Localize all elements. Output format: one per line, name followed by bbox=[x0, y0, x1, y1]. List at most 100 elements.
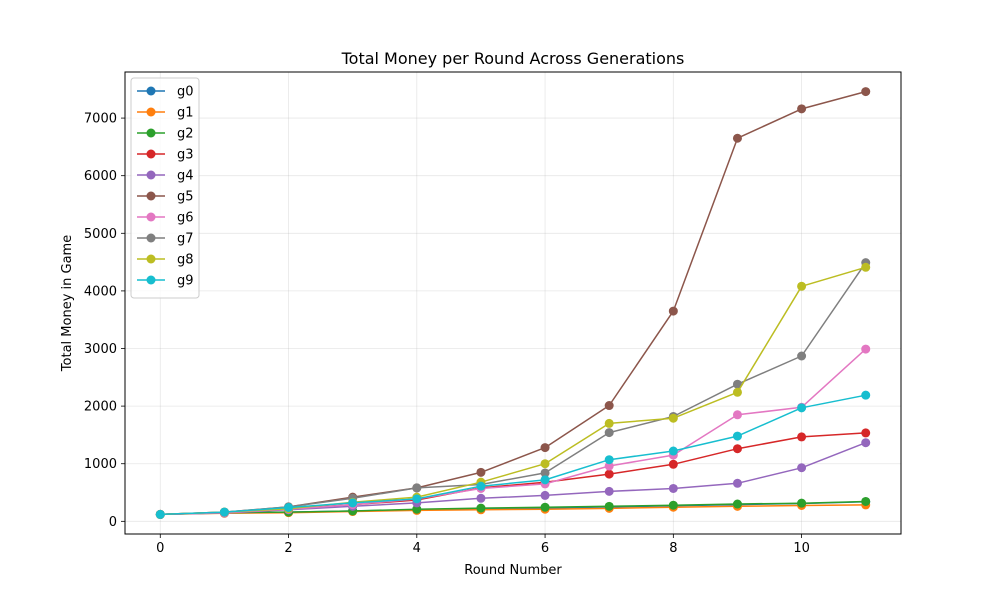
legend-label: g6 bbox=[177, 211, 194, 226]
y-tick-label: 1000 bbox=[84, 457, 117, 472]
data-point bbox=[668, 413, 678, 423]
legend-marker bbox=[146, 86, 156, 96]
data-point bbox=[797, 104, 807, 114]
x-tick-label: 10 bbox=[793, 541, 810, 556]
y-tick-label: 7000 bbox=[84, 112, 117, 127]
x-axis-ticks: 0 2 4 6 8 10 bbox=[156, 534, 810, 556]
data-point bbox=[412, 504, 422, 514]
y-tick-label: 2000 bbox=[84, 400, 117, 415]
legend: g0 g1 g2 g3 g4 g5 g6 g7 g8 g9 bbox=[130, 77, 200, 299]
data-point bbox=[797, 351, 807, 361]
data-point bbox=[604, 401, 614, 411]
series-line-g9 bbox=[160, 394, 866, 516]
data-point bbox=[476, 503, 486, 513]
x-tick-label: 4 bbox=[413, 541, 421, 556]
data-point bbox=[348, 498, 358, 508]
grid-lines bbox=[125, 72, 901, 534]
x-tick-label: 2 bbox=[284, 541, 292, 556]
data-point bbox=[732, 133, 742, 143]
legend-item-g0: g0 bbox=[137, 85, 194, 100]
series-layer bbox=[155, 87, 871, 519]
legend-marker bbox=[146, 191, 156, 201]
data-point bbox=[861, 262, 871, 272]
data-point bbox=[732, 410, 742, 420]
data-point bbox=[476, 481, 486, 491]
legend-item-g1: g1 bbox=[137, 106, 194, 121]
data-point bbox=[155, 509, 165, 519]
legend-label: g0 bbox=[177, 85, 194, 100]
data-point bbox=[861, 428, 871, 438]
data-point bbox=[668, 459, 678, 469]
legend-marker bbox=[146, 128, 156, 138]
data-point bbox=[668, 446, 678, 456]
legend-marker bbox=[146, 107, 156, 117]
data-point bbox=[732, 387, 742, 397]
data-point bbox=[412, 483, 422, 493]
data-point bbox=[604, 501, 614, 511]
data-point bbox=[604, 455, 614, 465]
data-point bbox=[797, 281, 807, 291]
data-point bbox=[668, 483, 678, 493]
data-point bbox=[540, 468, 550, 478]
legend-marker bbox=[146, 254, 156, 264]
legend-item-g6: g6 bbox=[137, 211, 194, 226]
data-point bbox=[732, 444, 742, 454]
data-point bbox=[540, 475, 550, 485]
legend-label: g1 bbox=[177, 106, 194, 121]
y-tick-label: 3000 bbox=[84, 342, 117, 357]
data-point bbox=[604, 461, 614, 471]
plot-background bbox=[125, 72, 901, 534]
legend-item-g3: g3 bbox=[137, 148, 194, 163]
legend-item-g8: g8 bbox=[137, 253, 194, 268]
series-line-g2 bbox=[160, 500, 866, 516]
data-point bbox=[732, 499, 742, 509]
legend-label: g3 bbox=[177, 148, 194, 163]
data-point bbox=[604, 428, 614, 438]
legend-marker bbox=[146, 233, 156, 243]
data-point bbox=[540, 459, 550, 469]
y-axis-label: Total Money in Game bbox=[60, 235, 75, 372]
y-tick-label: 5000 bbox=[84, 227, 117, 242]
chart-title: Total Money per Round Across Generations bbox=[341, 49, 685, 68]
data-point bbox=[861, 438, 871, 448]
data-point bbox=[604, 469, 614, 479]
data-point bbox=[668, 306, 678, 316]
legend-label: g7 bbox=[177, 232, 194, 247]
plot-frame bbox=[124, 71, 902, 535]
data-point bbox=[732, 431, 742, 441]
legend-item-g7: g7 bbox=[137, 232, 194, 247]
y-tick-label: 6000 bbox=[84, 169, 117, 184]
data-point bbox=[861, 344, 871, 354]
legend-item-g9: g9 bbox=[137, 274, 194, 289]
legend-marker bbox=[146, 275, 156, 285]
y-tick-label: 0 bbox=[109, 515, 117, 530]
x-tick-label: 0 bbox=[156, 541, 164, 556]
legend-item-g4: g4 bbox=[137, 169, 194, 184]
data-point bbox=[604, 418, 614, 428]
data-point bbox=[540, 502, 550, 512]
data-point bbox=[797, 498, 807, 508]
legend-marker bbox=[146, 170, 156, 180]
series-line-g8 bbox=[160, 266, 866, 516]
data-point bbox=[219, 507, 229, 517]
y-tick-label: 4000 bbox=[84, 284, 117, 299]
data-point bbox=[668, 500, 678, 510]
legend-marker bbox=[146, 212, 156, 222]
legend-label: g9 bbox=[177, 274, 194, 289]
data-point bbox=[861, 496, 871, 506]
y-axis-ticks: 0 1000 2000 3000 4000 5000 6000 7000 bbox=[84, 112, 125, 530]
legend-label: g5 bbox=[177, 190, 194, 205]
data-point bbox=[412, 494, 422, 504]
data-point bbox=[732, 478, 742, 488]
data-point bbox=[861, 390, 871, 400]
legend-item-g2: g2 bbox=[137, 127, 194, 142]
x-tick-label: 8 bbox=[669, 541, 677, 556]
data-point bbox=[797, 463, 807, 473]
x-axis-label: Round Number bbox=[464, 563, 562, 578]
data-point bbox=[476, 493, 486, 503]
data-point bbox=[476, 467, 486, 477]
data-point bbox=[604, 486, 614, 496]
legend-label: g8 bbox=[177, 253, 194, 268]
